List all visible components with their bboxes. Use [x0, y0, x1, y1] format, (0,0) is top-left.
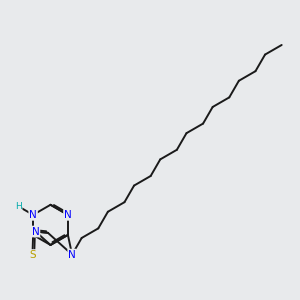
Text: N: N [68, 250, 76, 260]
Text: N: N [64, 210, 72, 220]
Text: S: S [29, 250, 36, 260]
Text: N: N [32, 226, 40, 236]
Text: H: H [15, 202, 22, 211]
Text: N: N [29, 210, 37, 220]
